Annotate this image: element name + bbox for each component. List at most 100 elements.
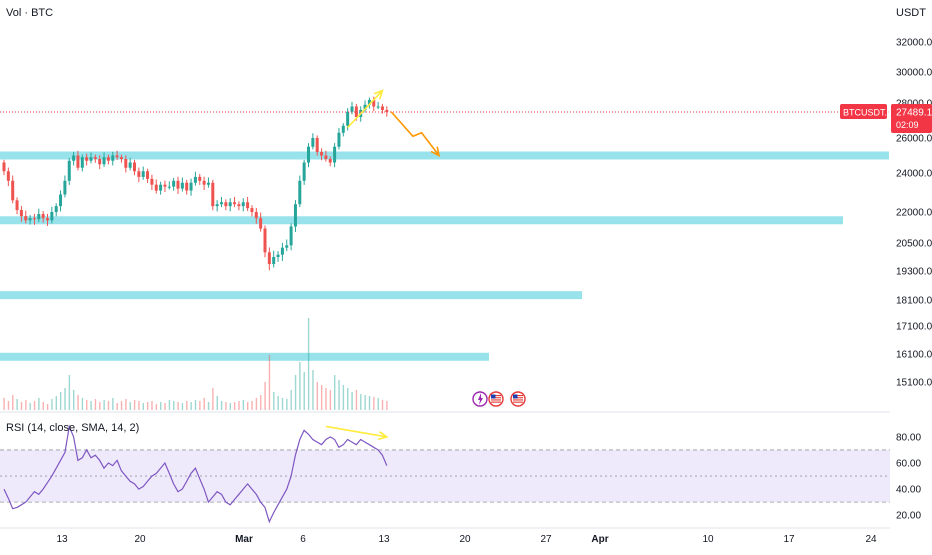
candle-body (259, 218, 263, 229)
volume-bar (90, 401, 92, 410)
price-tick-label: 15100.0 (896, 378, 932, 389)
volume-bar (186, 401, 188, 410)
volume-bar (325, 388, 327, 410)
volume-bar (173, 401, 175, 410)
candle-body (346, 111, 350, 126)
candle-body (111, 155, 115, 161)
candle (89, 152, 93, 164)
flag-stripe (491, 399, 501, 401)
event-icons-layer[interactable] (472, 391, 526, 407)
volume-bar (94, 399, 97, 410)
volume-bar (368, 396, 371, 410)
volume-bar (386, 401, 388, 410)
flag-stripe (513, 397, 523, 399)
candle-body (89, 157, 93, 161)
candle (380, 103, 384, 114)
volume-bar (168, 400, 171, 410)
volume-bar (355, 390, 358, 410)
candle-body (6, 171, 10, 181)
candle-body (272, 257, 276, 264)
candle (146, 168, 150, 183)
candle (154, 179, 158, 194)
candle-body (354, 106, 358, 117)
time-axis[interactable]: 13 20 Mar 6 13 20 27 Apr 10 17 24 (0, 527, 890, 545)
volume-bar (320, 385, 323, 410)
candle-body (285, 245, 289, 248)
candle-body (215, 204, 219, 207)
candle-body (341, 125, 345, 133)
price-tick-label: 18100.0 (896, 296, 932, 307)
volume-bar (7, 401, 10, 410)
flag-stripe (491, 401, 501, 403)
candle-body (32, 218, 36, 220)
candle-body (254, 212, 258, 219)
volume-bar (381, 400, 384, 410)
price-axis[interactable]: 32000.030000.028000.026000.024000.022000… (896, 38, 932, 389)
flag-stripe (513, 395, 523, 397)
volume-bar (42, 402, 44, 410)
volume-bar (112, 398, 114, 410)
candle (367, 97, 371, 109)
candle-body (228, 202, 232, 207)
candle-body (380, 106, 384, 110)
volume-bar (338, 380, 340, 410)
price-tick-label: 32000.0 (896, 38, 932, 49)
volume-bar (347, 388, 349, 410)
candle-body (224, 202, 228, 207)
annotation-arrowhead (373, 89, 384, 100)
lightning-event-icon[interactable] (472, 391, 488, 407)
volume-bar (107, 401, 110, 410)
price-tick-label: 16100.0 (896, 350, 932, 361)
candles-layer[interactable] (2, 96, 389, 271)
candle (320, 148, 324, 161)
candle (80, 154, 84, 172)
time-tick-label: 24 (865, 534, 877, 545)
candle (259, 212, 263, 232)
candle-body (176, 180, 180, 189)
volume-indicator-label[interactable]: Vol · BTC (6, 7, 54, 19)
candle (124, 155, 128, 173)
us-flag-event-icon[interactable] (488, 391, 504, 407)
candle-body (333, 146, 337, 163)
price-tick-label: 26000.0 (896, 134, 932, 145)
zone-2 (0, 216, 843, 225)
volume-bar (103, 400, 105, 410)
candle (289, 223, 293, 251)
volume-bar (3, 398, 5, 410)
candle-body (185, 182, 189, 191)
rsi-indicator-label[interactable]: RSI (14, close, SMA, 14, 2) (6, 422, 140, 434)
candle-body (311, 138, 315, 147)
candle-body (241, 202, 245, 207)
us-flag-event-icon[interactable] (510, 391, 526, 407)
candle-body (211, 182, 215, 207)
candle (172, 177, 176, 191)
candle (37, 208, 41, 223)
volume-bar (33, 401, 36, 410)
quote-unit-label: USDT (896, 7, 926, 19)
candle (285, 239, 289, 252)
volume-bar (277, 396, 279, 410)
candle (115, 150, 119, 160)
candle (385, 106, 389, 117)
candle-body (220, 202, 223, 205)
candle (220, 196, 223, 208)
candle (137, 167, 141, 183)
candle (315, 135, 319, 156)
rsi-axis[interactable]: 80.00 60.00 40.00 20.00 (896, 432, 921, 521)
candle-body (189, 182, 193, 191)
candle-body (324, 155, 328, 159)
candle (141, 166, 145, 180)
candle (228, 198, 232, 212)
volume-bar (360, 394, 362, 410)
volume-bar (129, 402, 131, 410)
candle (163, 180, 167, 192)
lightning-icon (478, 393, 483, 405)
volume-bar (77, 395, 79, 410)
volume-bar (216, 396, 218, 410)
time-tick-label: 10 (702, 534, 714, 545)
candle (193, 171, 197, 186)
candle (293, 200, 297, 233)
candle (263, 225, 267, 258)
